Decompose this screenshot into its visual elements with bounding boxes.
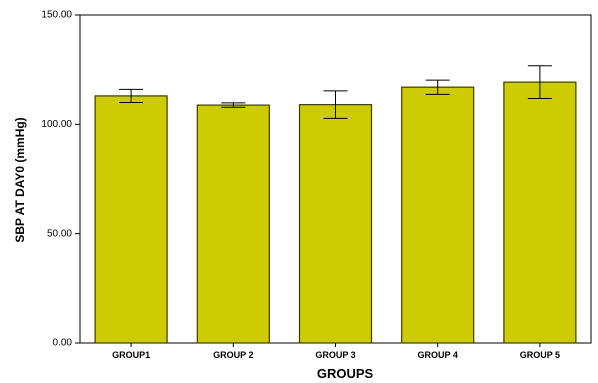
x-tick-label: GROUP1 — [112, 350, 150, 360]
error-bar — [323, 90, 348, 119]
x-tick-label: GROUP 4 — [418, 350, 458, 360]
bar — [94, 95, 168, 344]
y-tick-label: 50.00 — [47, 228, 72, 239]
bar — [298, 104, 373, 344]
error-bar — [527, 65, 552, 100]
x-axis: GROUP1 GROUP 2 GROUP 3 GROUP 4 GROUP 5 — [112, 343, 560, 360]
error-bars — [119, 65, 552, 119]
x-tick-label: GROUP 3 — [315, 350, 355, 360]
x-tick-label: GROUP 5 — [520, 350, 560, 360]
error-bar — [425, 79, 450, 95]
y-axis: 0.00 50.00 100.00 150.00 — [41, 10, 80, 349]
x-axis-title: GROUPS — [317, 366, 374, 381]
y-tick-label: 100.00 — [41, 119, 72, 130]
bar — [401, 86, 475, 344]
y-axis-title: SBP AT DAY0 (mmHg) — [13, 117, 27, 242]
error-bar — [221, 102, 246, 108]
bars — [94, 81, 577, 344]
bar — [196, 104, 270, 344]
y-tick-label: 0.00 — [53, 338, 73, 349]
bar — [503, 81, 577, 344]
y-tick-label: 150.00 — [41, 10, 72, 21]
error-bar — [119, 88, 144, 103]
x-tick-label: GROUP 2 — [213, 350, 253, 360]
